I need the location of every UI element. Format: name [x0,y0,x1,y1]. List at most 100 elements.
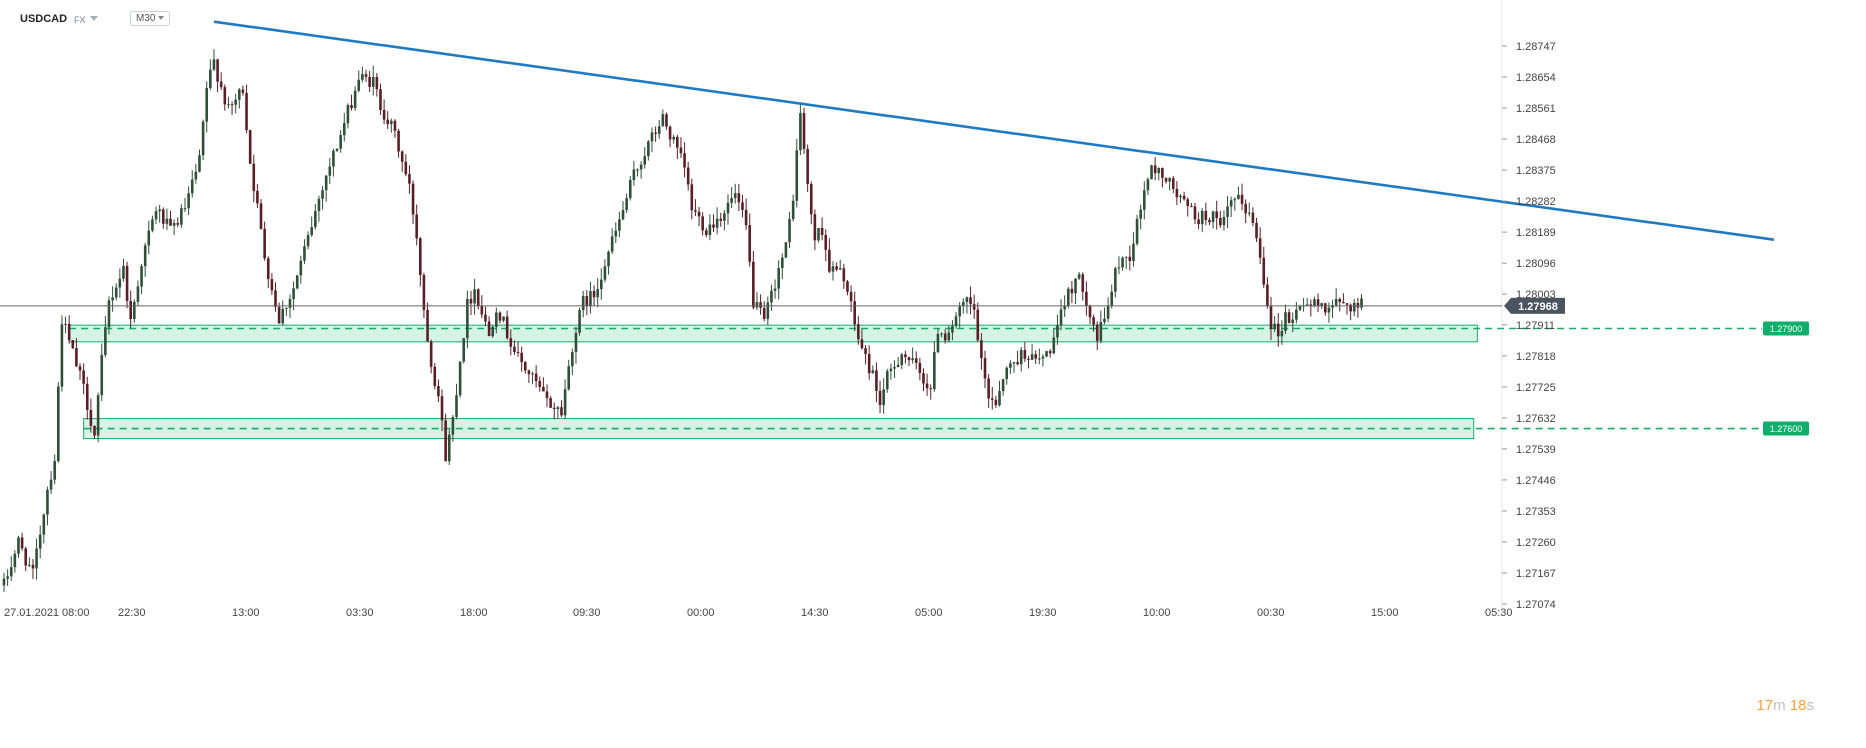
candle-body [770,290,773,303]
candle-body [1041,356,1045,359]
candle-body [1273,323,1276,329]
candle-body [596,289,599,298]
candle-body [607,251,610,267]
candle-body [1193,206,1197,220]
candle-body [1186,199,1190,207]
candle-body [983,358,987,379]
candle-body [321,190,324,199]
market-dropdown-chevron-icon[interactable] [90,16,98,21]
candle-body [306,235,310,247]
candle-body [1316,299,1320,307]
candle-body [118,278,122,288]
candle-body [668,126,672,140]
candle-body [784,242,788,258]
candle-body [563,389,567,416]
candle-body [176,223,180,225]
candle-body [209,69,212,89]
candle-body [625,198,628,211]
candle-body [1342,302,1345,304]
candle-body [878,390,882,406]
candle-body [1338,299,1342,303]
y-axis: 1.28747 1.28654 1.28561 1.28468 1.28375 1.282… [1502,41,1556,611]
candle-body [46,489,49,515]
candle-body [929,388,933,390]
candle-body [169,218,172,226]
candle-body [270,279,274,291]
current-price-pointer-icon [1504,297,1511,314]
candle-body [408,174,411,184]
candle-body [513,346,516,353]
candle-body [469,298,473,304]
y-tick-label: 1.27725 [1516,382,1556,394]
candle-body [9,567,13,577]
candle-body [882,389,885,406]
candle-body [719,218,723,221]
candle-body [813,214,817,241]
candle-body [900,354,904,365]
candle-body [1132,243,1135,261]
candle-body [75,348,78,367]
candle-body [694,210,697,212]
candle-body [954,316,958,326]
candle-body [951,325,954,333]
candle-body [484,314,487,322]
trendline-layer[interactable] [213,20,1775,241]
candle-body [161,209,165,224]
candle-body [57,386,60,462]
timer-minutes-unit: m [1773,697,1786,714]
candle-body [245,92,248,131]
candle-body [1360,298,1363,308]
candle-body [715,218,719,228]
candle-body [248,130,252,164]
candle-body [791,200,795,220]
y-tick-label: 1.28282 [1516,196,1556,208]
candle-body [1027,358,1030,360]
candle-body [96,395,100,436]
y-tick-label: 1.28747 [1516,41,1556,53]
candle-body [571,352,574,367]
candle-body [201,121,205,156]
candle-body [71,340,75,349]
market-label[interactable]: FX [74,15,86,25]
candle-body [1334,299,1338,306]
resistance-trendline [213,20,1775,241]
x-tick-label: 13:00 [232,607,260,619]
candle-body [165,218,169,224]
candle-body [943,333,947,341]
candle-body [1110,291,1114,306]
candle-body [523,362,527,371]
candle-body [1143,190,1146,210]
candle-body [969,297,972,305]
candle-body [1171,178,1175,189]
candle-body [252,163,256,191]
candle-body [752,261,755,308]
candle-body [292,288,295,300]
candle-body [263,228,266,259]
candle-body [896,364,900,368]
y-tick-label: 1.27260 [1516,537,1556,549]
candle-body [657,126,661,134]
candle-body [1298,306,1302,310]
candle-body [1324,303,1327,313]
candle-body [502,316,505,321]
timeframe-select[interactable]: M30 [130,11,171,26]
y-tick-label: 1.27353 [1516,506,1556,518]
candle-body [1106,305,1110,319]
candle-body [585,296,589,306]
candle-body [849,291,853,302]
x-tick-label: 14:30 [801,607,829,619]
y-tick-label: 1.28375 [1516,165,1556,177]
candle-body [697,211,701,217]
y-tick-label: 1.27539 [1516,444,1556,456]
candle-body [556,407,560,409]
symbol-label[interactable]: USDCAD [20,13,68,25]
level-badge-label: 1.27600 [1770,424,1803,434]
x-tick-label: 08:00 [62,607,90,619]
candle-body [1059,309,1063,326]
candle-body [462,338,466,362]
candle-body [444,420,447,462]
candle-body [371,77,375,87]
candle-body [654,132,657,134]
candle-body [574,332,578,353]
